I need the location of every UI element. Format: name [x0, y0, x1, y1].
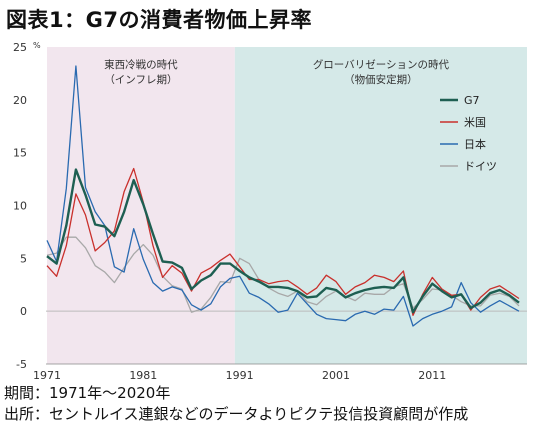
period-note: 期間：1971年～2020年	[4, 384, 171, 402]
x-tick-label: 1981	[129, 369, 157, 382]
chart-title: 図表1：G7の消費者物価上昇率	[6, 8, 312, 32]
period-label: （物価安定期）	[344, 73, 418, 86]
period-label: 東西冷戦の時代	[104, 58, 178, 71]
series-line-g7	[46, 168, 520, 314]
x-tick-label: 1971	[33, 369, 61, 382]
period-labels: 東西冷戦の時代 （インフレ期） グローバリゼーションの時代 （物価安定期）	[104, 58, 449, 86]
footnotes: 期間：1971年～2020年 出所：セントルイス連銀などのデータよりピクテ投信投…	[4, 383, 468, 425]
y-tick-label: 10	[13, 200, 27, 213]
x-tick-label: 1991	[226, 369, 254, 382]
legend-label-g7: G7	[464, 94, 480, 107]
y-tick-label: -5	[16, 358, 27, 371]
legend-label-jp: 日本	[464, 137, 486, 151]
period-backgrounds	[47, 47, 527, 364]
period-background-1	[47, 47, 235, 364]
period-label: （インフレ期）	[104, 74, 177, 86]
legend-label-us: 米国	[464, 116, 486, 129]
period-label: グローバリゼーションの時代	[313, 58, 450, 71]
y-unit-label: %	[33, 41, 41, 50]
series-lines	[46, 65, 520, 327]
period-background-2	[234, 47, 527, 364]
x-tick-label: 2011	[418, 369, 446, 382]
source-note: 出所：セントルイス連銀などのデータよりピクテ投信投資顧問が作成	[4, 405, 469, 423]
line-chart: -5 0 5 10 15 20 25 % 1971 1981 1991 2001 2011 東西冷戦の時…	[13, 41, 527, 382]
y-tick-label: 5	[20, 252, 27, 265]
series-line-jp	[46, 65, 520, 327]
y-tick-label: 15	[13, 147, 27, 160]
axes: -5 0 5 10 15 20 25 % 1971 1981 1991 2001 2011	[13, 41, 527, 382]
y-tick-label: 25	[13, 41, 27, 54]
legend-label-de: ドイツ	[464, 160, 497, 173]
y-tick-label: 0	[20, 305, 27, 318]
y-tick-label: 20	[13, 94, 27, 107]
x-tick-label: 2001	[322, 369, 350, 382]
series-line-us	[46, 167, 520, 317]
